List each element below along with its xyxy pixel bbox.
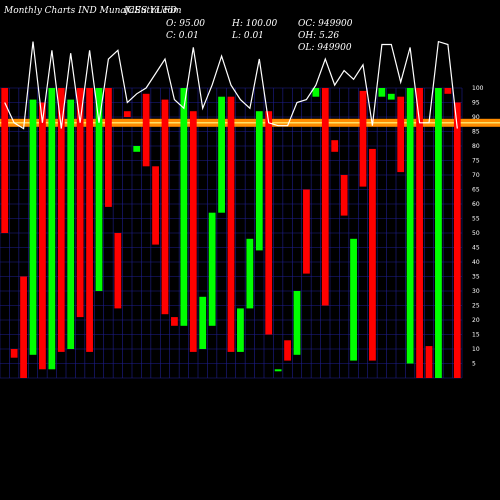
candle-41 [378, 88, 386, 97]
candle-39 [359, 90, 367, 187]
candles [1, 88, 461, 378]
candle-38 [350, 238, 357, 361]
candle-46 [425, 346, 433, 378]
candle-16 [142, 93, 150, 167]
candle-31 [284, 340, 291, 361]
y-tick-label: 45 [472, 245, 480, 252]
candle-35 [321, 88, 329, 306]
y-tick-label: 90 [472, 114, 480, 121]
y-tick-label: 50 [472, 230, 480, 237]
candle-36 [331, 140, 339, 152]
y-tick-label: 55 [472, 216, 480, 223]
candle-22 [199, 296, 207, 349]
candle-45 [416, 88, 423, 378]
candle-13 [114, 233, 122, 309]
candle-2 [10, 349, 18, 358]
low-label: L: 0.01 [232, 31, 264, 41]
candle-12 [105, 88, 112, 207]
y-tick-label: 95 [472, 100, 480, 107]
candle-4 [29, 99, 37, 355]
candle-8 [67, 99, 75, 349]
candle-32 [293, 291, 301, 355]
y-tick-label: 70 [472, 172, 480, 179]
candle-18 [161, 99, 169, 315]
candle-30 [274, 369, 282, 372]
candle-37 [340, 175, 348, 216]
close-label: C: 0.01 [166, 31, 199, 41]
y-axis-ticks: 100 95 90 85 80 75 70 65 60 55 50 45 40 35 30 25 20 15 10 5 [472, 85, 484, 368]
y-tick-label: 5 [472, 361, 476, 368]
candle-29 [265, 111, 273, 335]
candle-49 [453, 102, 461, 378]
candle-26 [237, 308, 244, 352]
open-close-label: OC: 949900 [298, 19, 353, 29]
candle-19 [171, 317, 178, 326]
candle-42 [387, 93, 395, 100]
candle-43 [397, 96, 405, 173]
open-low-label: OL: 949900 [298, 43, 352, 53]
y-tick-label: 25 [472, 303, 480, 310]
candle-47 [435, 88, 442, 378]
y-tick-label: 20 [472, 317, 480, 324]
candle-27 [246, 238, 254, 309]
candle-28 [255, 111, 263, 251]
candle-17 [152, 166, 159, 245]
y-tick-label: 40 [472, 259, 480, 266]
price-line [4, 40, 458, 130]
candle-40 [369, 148, 376, 361]
candle-20 [180, 88, 188, 326]
open-label: O: 95.00 [166, 19, 206, 29]
open-high-label: OH: 5.26 [298, 31, 340, 41]
y-tick-label: 60 [472, 201, 480, 208]
candle-23 [208, 212, 216, 326]
price-line-path [4, 40, 458, 130]
candle-1 [1, 88, 9, 233]
y-tick-label: 75 [472, 158, 480, 165]
candle-11 [95, 88, 103, 291]
site-label: Monthly Charts IND MunafaSutra.com [4, 6, 182, 16]
y-tick-label: 15 [472, 332, 480, 339]
symbol-label: ICES YUFD [124, 6, 178, 16]
candle-7 [57, 88, 65, 352]
y-tick-label: 30 [472, 288, 480, 295]
candle-6 [48, 88, 56, 370]
candle-33 [303, 189, 310, 274]
candle-9 [76, 88, 84, 318]
candle-34 [312, 88, 320, 97]
candle-14 [123, 111, 131, 117]
candle-25 [227, 96, 235, 352]
y-tick-label: 35 [472, 274, 480, 281]
high-label: H: 100.00 [232, 19, 278, 29]
candle-5 [39, 102, 46, 370]
candle-24 [218, 96, 225, 213]
candle-21 [189, 111, 197, 352]
y-tick-label: 100 [472, 85, 484, 92]
candle-10 [86, 88, 93, 352]
y-tick-label: 80 [472, 143, 480, 150]
candle-48 [444, 88, 452, 94]
y-tick-label: 65 [472, 187, 480, 194]
candle-3 [20, 276, 27, 378]
y-tick-label: 85 [472, 129, 480, 136]
candle-44 [406, 88, 414, 364]
y-tick-label: 10 [472, 346, 480, 353]
candle-15 [133, 146, 141, 152]
